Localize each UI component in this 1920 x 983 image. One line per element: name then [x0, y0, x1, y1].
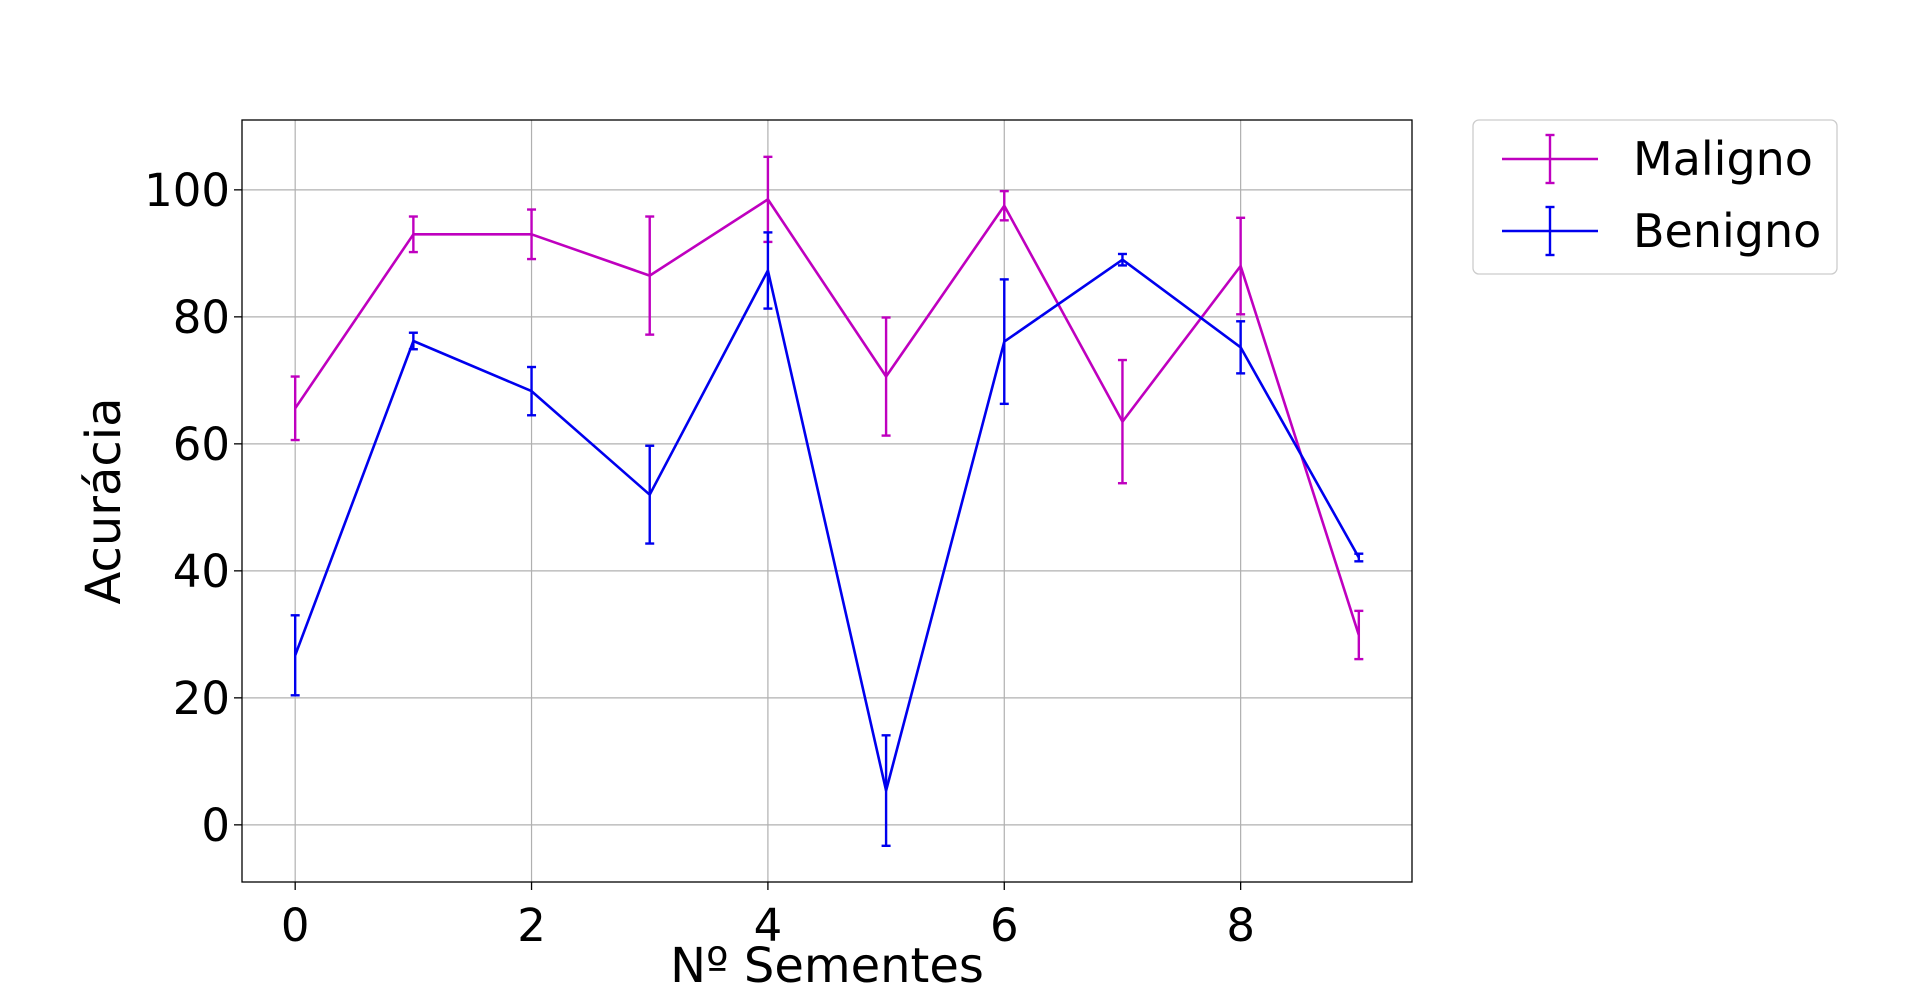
error-bar [290, 614, 300, 697]
x-tick-label: 8 [1226, 899, 1255, 952]
series-line [294, 198, 1361, 636]
error-bar [645, 444, 655, 545]
x-tick-label: 4 [754, 899, 783, 952]
series-layer [290, 155, 1364, 848]
series-maligno [290, 155, 1364, 661]
error-bar [763, 155, 773, 244]
legend-entry-benigno: Benigno [1502, 204, 1821, 258]
legend-entry-maligno: Maligno [1502, 132, 1813, 186]
error-bar [1117, 252, 1127, 267]
error-bar [1354, 552, 1364, 563]
error-bar [1117, 358, 1127, 485]
x-tick-label: 0 [281, 899, 310, 952]
error-bar [763, 231, 773, 310]
y-tick-label: 20 [173, 672, 230, 725]
legend-label: Maligno [1633, 132, 1813, 186]
y-tick-label: 40 [173, 545, 230, 598]
error-bar [1236, 216, 1246, 316]
error-bar [645, 215, 655, 336]
error-bar [408, 331, 418, 351]
x-tick-label: 2 [517, 899, 546, 952]
error-bar [999, 189, 1009, 222]
error-bar [1354, 609, 1364, 661]
series-line [293, 258, 1360, 792]
y-tick-label: 0 [201, 799, 230, 852]
y-tick-label: 100 [144, 164, 230, 217]
error-bar [881, 316, 891, 437]
y-axis-label: Acurácia [76, 397, 132, 604]
legend-label: Benigno [1633, 204, 1821, 258]
error-bar [881, 734, 891, 848]
x-axis-label: Nº Sementes [670, 938, 984, 983]
x-tick-label: 6 [990, 899, 1019, 952]
error-bar [527, 208, 537, 261]
series-benigno [290, 231, 1364, 848]
error-bar [999, 278, 1009, 406]
error-bar [527, 365, 537, 417]
plot-frame [241, 119, 1413, 883]
y-tick-label: 80 [173, 291, 230, 344]
legend: Maligno Benigno [1472, 119, 1838, 275]
error-bar [408, 215, 418, 254]
error-bar [1236, 320, 1246, 375]
error-bar [290, 375, 300, 442]
y-tick-label: 60 [173, 418, 230, 471]
